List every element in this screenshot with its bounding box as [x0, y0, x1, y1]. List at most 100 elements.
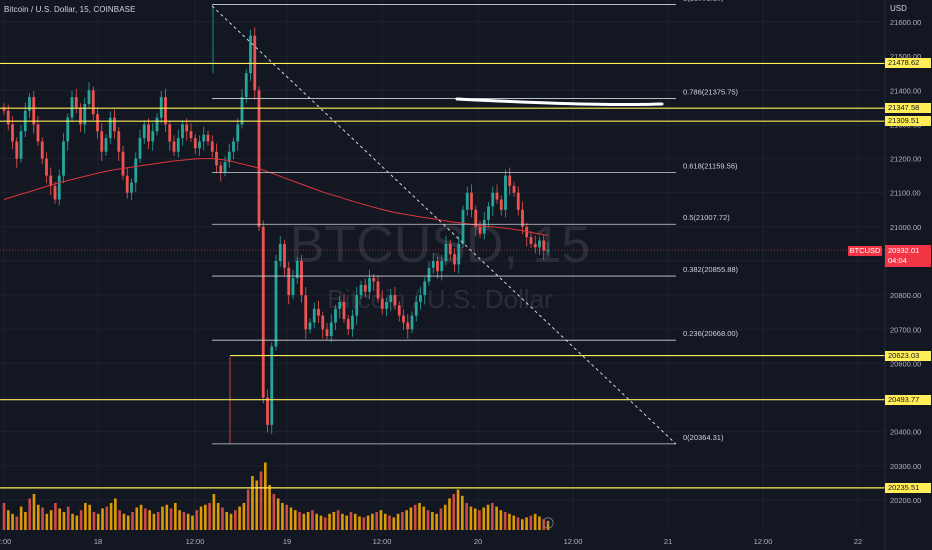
candle-body	[453, 254, 456, 265]
candle-body	[104, 138, 108, 152]
candle-body	[57, 175, 61, 200]
volume-bar	[208, 503, 211, 530]
volume-bar	[388, 515, 391, 530]
volume-bar	[186, 513, 190, 530]
volume-bar	[405, 510, 408, 530]
grid	[0, 0, 885, 530]
candle-body	[474, 209, 478, 227]
candle-body	[164, 97, 167, 125]
price-tick-label: 20600.00	[890, 359, 921, 368]
volume-bar	[32, 494, 36, 530]
volume-bar	[242, 503, 246, 530]
volume-bar	[431, 512, 434, 530]
volume-bar	[546, 521, 550, 530]
candle-body	[478, 226, 482, 234]
level-price-label: 21347.58	[885, 103, 931, 114]
volume-bar	[379, 510, 383, 530]
volume-bar	[45, 513, 49, 530]
volume-bar	[345, 515, 348, 530]
volume-bar	[512, 515, 516, 530]
candle-body	[113, 117, 116, 132]
candle-body	[283, 243, 286, 268]
volume-bar	[66, 506, 70, 530]
candle-body	[508, 175, 512, 186]
volume-bar	[362, 517, 366, 530]
volume-bar	[482, 507, 486, 530]
volume-bar	[422, 506, 426, 530]
volume-bar	[178, 510, 181, 530]
candle-body	[193, 138, 197, 149]
lightning-icon[interactable]	[542, 517, 554, 529]
volume-bar	[276, 498, 280, 530]
fib-retracement[interactable]: 1(21651.13) 0.786(21375.75) 0.618(21159.56…	[212, 0, 739, 445]
candle-body	[96, 114, 99, 132]
level-price-label: 21309.51	[885, 116, 931, 127]
candle-body	[300, 261, 303, 296]
level-price-label: 21478.62	[885, 58, 931, 69]
candle-body	[185, 124, 189, 132]
candle-body	[210, 141, 214, 152]
volume-bar	[19, 506, 23, 530]
candle-body	[363, 284, 367, 292]
candle-body	[295, 261, 299, 279]
volume-bar	[191, 515, 194, 530]
time-tick-label: 19	[283, 537, 291, 546]
time-axis[interactable]: 2:00 18 12:00 19 12:00 20 12:00 21 12:00 22	[0, 537, 862, 546]
time-tick-label: 18	[94, 537, 102, 546]
candle-body	[521, 209, 524, 227]
candle-body	[49, 175, 53, 186]
candle-body	[198, 141, 201, 149]
fib-level-label: 0.382(20855.88)	[683, 265, 739, 274]
volume-bar	[84, 503, 87, 530]
volume-bar	[75, 515, 79, 530]
volume-bar	[469, 506, 473, 530]
price-tick-label: 21000.00	[890, 223, 921, 232]
candle-body	[317, 308, 320, 316]
candle-body	[79, 107, 82, 125]
volume-bar	[246, 489, 250, 530]
candle-body	[11, 124, 14, 142]
drawn-annotation-stroke[interactable]	[455, 97, 664, 107]
candle-body	[134, 158, 138, 183]
fib-trend-line[interactable]	[211, 5, 677, 445]
volume-bar	[298, 512, 301, 530]
time-tick-label: 21	[664, 537, 672, 546]
time-tick-label: 2:00	[0, 537, 11, 546]
currency-label: USD	[890, 4, 907, 13]
volume-bar	[461, 495, 464, 530]
candle-body	[397, 305, 401, 316]
volume-bar	[28, 498, 32, 530]
volume-bar	[135, 507, 139, 530]
volume-bar	[118, 510, 121, 530]
level-price-label: 20235.51	[885, 482, 931, 493]
candle-body	[355, 295, 359, 316]
fib-level-label: 0(20364.31)	[683, 433, 724, 442]
watermark: BTCUSD, 15 Bitcoin / U.S. Dollar	[290, 216, 591, 314]
candle-body	[270, 346, 274, 425]
bar-countdown: 04:04	[888, 256, 907, 265]
volume-bar	[221, 507, 224, 530]
candle-body	[53, 185, 57, 200]
volume-bar	[409, 507, 413, 530]
candle-body	[457, 243, 461, 265]
volume-bar	[238, 506, 241, 530]
volume-bar	[396, 513, 400, 530]
fib-level-label: 1(21651.13)	[683, 0, 724, 3]
volume-bar	[88, 504, 91, 530]
volume-bar	[36, 504, 40, 530]
candle-body	[342, 301, 346, 320]
candle-body	[329, 322, 333, 337]
volume-bar	[204, 504, 207, 530]
horizontal-levels[interactable]	[0, 62, 885, 489]
candle-body	[436, 261, 439, 272]
candle-body	[125, 175, 129, 193]
time-tick-label: 12:00	[754, 537, 773, 546]
candle-body	[376, 281, 380, 299]
candle-body	[504, 175, 507, 210]
symbol-header[interactable]: Bitcoin / U.S. Dollar, 15, COINBASE	[4, 5, 136, 14]
candle-body	[346, 319, 350, 330]
candle-body	[372, 278, 376, 282]
volume-bar	[165, 504, 169, 530]
